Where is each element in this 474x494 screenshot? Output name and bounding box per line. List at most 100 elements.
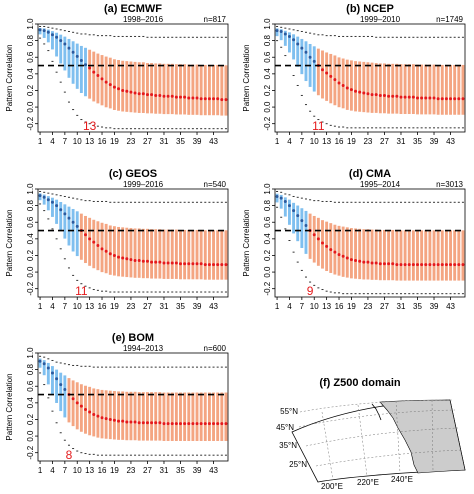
median-day-35: [416, 96, 419, 100]
whisker-high-day-27: [383, 36, 386, 38]
whisker-high-day-18: [109, 366, 112, 368]
box-day-34: [174, 64, 178, 115]
median-day-13: [88, 410, 92, 414]
whisker-high-day-41: [204, 366, 207, 368]
whisker-high-day-22: [362, 35, 365, 37]
x-tick-label: 35: [413, 137, 422, 146]
whisker-low-day-35: [179, 291, 182, 293]
x-tick-label: 39: [193, 302, 202, 311]
median-day-34: [411, 263, 415, 267]
panel-sample-size: n=540: [204, 180, 227, 189]
median-day-21: [358, 90, 362, 94]
box-day-29: [391, 63, 395, 114]
y-axis-title: Pattern Correlation: [5, 209, 14, 276]
median-day-44: [453, 97, 457, 101]
panel-label: (d) CMA: [349, 168, 391, 180]
box-day-30: [158, 392, 162, 441]
whisker-high-day-22: [125, 35, 128, 37]
box-day-6: [59, 202, 63, 232]
map-lon-label-240: 240°E: [391, 475, 413, 484]
y-tick-label: 0.2: [263, 84, 272, 96]
median-day-15: [333, 78, 337, 82]
whisker-low-day-8: [67, 101, 70, 103]
box-day-46: [224, 230, 228, 280]
whisker-high-day-8: [304, 31, 307, 33]
whisker-low-day-38: [428, 127, 431, 129]
whisker-high-day-11: [80, 33, 83, 35]
whisker-low-day-10: [76, 114, 79, 116]
whisker-low-day-27: [146, 454, 149, 456]
median-day-13: [88, 66, 92, 70]
x-tick-label: 13: [322, 302, 331, 311]
y-tick-label: 0.8: [263, 35, 272, 47]
box-day-38: [191, 229, 195, 280]
whisker-low-day-44: [216, 291, 219, 293]
median-day-28: [150, 93, 154, 97]
median-day-33: [170, 261, 174, 265]
whisker-high-day-1: [39, 25, 42, 27]
median-day-18: [345, 256, 349, 260]
box-day-24: [370, 62, 374, 113]
median-day-37: [187, 96, 191, 100]
median-day-31: [399, 263, 403, 267]
whisker-low-day-42: [445, 293, 448, 295]
whisker-low-day-36: [183, 128, 186, 130]
median-day-7: [63, 42, 67, 46]
whisker-high-day-11: [80, 199, 83, 201]
whisker-low-day-19: [113, 454, 116, 456]
box-day-26: [141, 228, 145, 279]
whisker-high-day-33: [171, 366, 174, 368]
median-day-2: [42, 362, 46, 366]
median-day-39: [195, 422, 199, 426]
y-tick-label: -0.2: [263, 116, 272, 130]
whisker-low-day-24: [134, 454, 137, 456]
panel-sample-size: n=817: [204, 15, 227, 24]
median-day-25: [374, 261, 378, 265]
box-day-18: [345, 227, 349, 278]
median-day-14: [92, 70, 96, 74]
whisker-high-day-27: [146, 36, 149, 38]
box-day-31: [399, 64, 403, 115]
whisker-low-day-34: [412, 127, 415, 129]
whisker-high-day-5: [55, 361, 58, 363]
whisker-low-day-16: [101, 454, 104, 456]
whisker-low-day-42: [445, 127, 448, 129]
median-day-1: [38, 194, 42, 198]
whisker-high-day-36: [420, 36, 423, 38]
whisker-low-day-24: [134, 291, 137, 293]
whisker-low-day-22: [125, 291, 128, 293]
whisker-low-day-34: [175, 291, 178, 293]
median-day-28: [387, 94, 391, 98]
whisker-low-day-6: [59, 432, 62, 434]
median-day-30: [395, 263, 399, 267]
whisker-low-day-7: [300, 269, 303, 271]
whisker-high-day-38: [428, 36, 431, 38]
box-day-8: [304, 41, 308, 82]
median-day-15: [96, 74, 100, 78]
box-day-36: [420, 230, 424, 281]
median-day-4: [50, 200, 54, 204]
whisker-high-day-45: [220, 366, 223, 368]
whisker-high-day-34: [175, 201, 178, 203]
whisker-low-day-43: [212, 291, 215, 293]
median-day-46: [224, 98, 228, 102]
median-day-39: [195, 96, 199, 100]
whisker-low-day-3: [47, 50, 50, 52]
whisker-high-day-31: [399, 36, 402, 38]
crossing-day-label: 8: [66, 448, 73, 462]
whisker-low-day-11: [80, 452, 83, 454]
y-tick-label: 0.0: [263, 266, 272, 278]
median-day-17: [104, 80, 108, 84]
median-day-36: [420, 96, 424, 100]
box-day-31: [162, 63, 166, 115]
whisker-low-day-28: [387, 293, 390, 295]
whisker-high-day-26: [142, 35, 145, 37]
median-day-14: [92, 240, 96, 244]
whisker-low-day-2: [43, 43, 46, 45]
box-day-12: [321, 50, 324, 99]
x-tick-label: 1: [38, 466, 43, 475]
median-day-43: [449, 263, 453, 267]
whisker-high-day-15: [96, 35, 99, 37]
whisker-high-day-13: [325, 35, 328, 37]
whisker-high-day-21: [358, 35, 361, 37]
